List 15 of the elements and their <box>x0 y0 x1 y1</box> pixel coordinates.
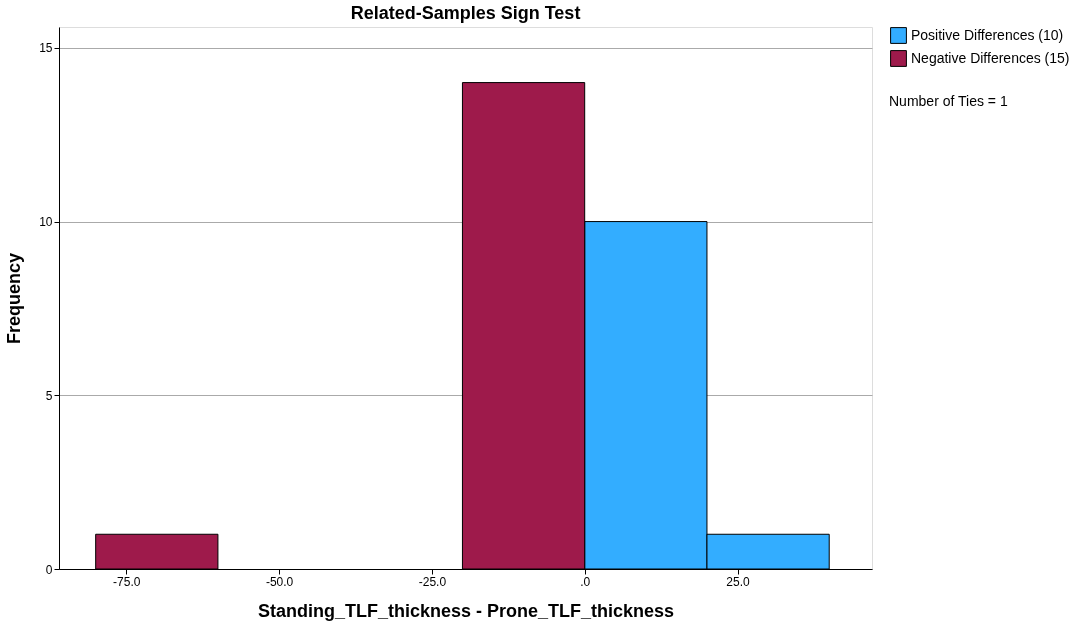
x-tick-label: -25.0 <box>418 574 447 589</box>
y-tick-label: 0 <box>45 562 53 577</box>
chart-title: Related-Samples Sign Test <box>350 3 581 23</box>
legend-label: Positive Differences (10) <box>911 26 1064 43</box>
x-tick-label: -75.0 <box>113 574 141 589</box>
y-tick-label: 10 <box>39 215 53 230</box>
x-tick-label: -50.0 <box>265 574 294 589</box>
x-tick-label: 25.0 <box>726 574 751 589</box>
x-tick-label: .0 <box>580 574 591 589</box>
legend-label: Negative Differences (15) <box>911 49 1070 66</box>
y-axis-title: Frequency <box>4 252 25 345</box>
text: Number of Ties = 1 <box>889 93 1008 109</box>
y-tick-label: 15 <box>39 41 53 56</box>
x-axis-title: Standing_TLF_thickness - Prone_TLF_thickness <box>257 600 675 621</box>
y-tick-label: 5 <box>45 388 53 403</box>
